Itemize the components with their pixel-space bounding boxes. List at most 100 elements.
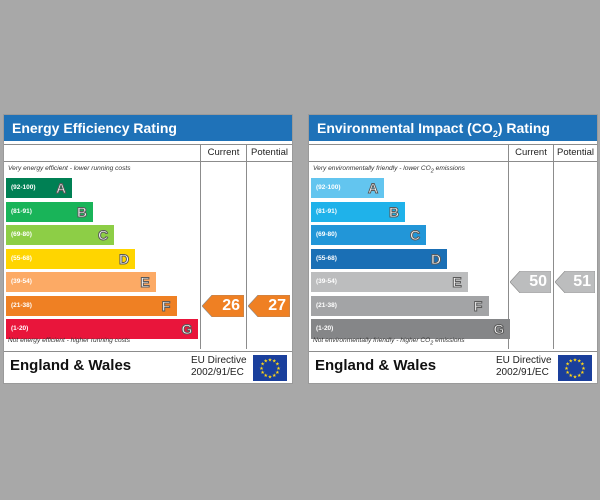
svg-text:★: ★ bbox=[565, 362, 570, 368]
svg-text:★: ★ bbox=[564, 366, 569, 372]
environment-band-letter: C bbox=[409, 227, 421, 244]
svg-text:★: ★ bbox=[275, 362, 280, 368]
environment-footer: England & Wales EU Directive 2002/91/EC … bbox=[309, 351, 597, 384]
environment-potential-rating: 51 bbox=[555, 271, 595, 293]
energy-directive-line1: EU Directive bbox=[191, 355, 247, 366]
environment-band-c: (69-80) C bbox=[311, 225, 426, 245]
svg-text:★: ★ bbox=[260, 362, 265, 368]
energy-band-range: (39-54) bbox=[11, 278, 32, 285]
energy-directive-line2: 2002/91/EC bbox=[191, 367, 244, 378]
energy-col-current: Current bbox=[207, 147, 240, 158]
energy-band-letter: A bbox=[55, 180, 67, 197]
energy-potential-value: 27 bbox=[268, 296, 286, 314]
environment-band-letter: E bbox=[452, 274, 462, 291]
energy-band-letter: B bbox=[76, 203, 88, 220]
svg-text:★: ★ bbox=[264, 358, 269, 364]
svg-text:★: ★ bbox=[577, 358, 582, 364]
environment-directive-line2: 2002/91/EC bbox=[496, 367, 549, 378]
environment-band-range: (39-54) bbox=[316, 278, 337, 285]
environment-col-current: Current bbox=[515, 147, 547, 158]
environment-band-range: (1-20) bbox=[316, 325, 334, 332]
environment-directive-line1: EU Directive bbox=[496, 355, 552, 366]
energy-band-range: (69-80) bbox=[11, 231, 32, 238]
svg-text:★: ★ bbox=[573, 374, 578, 380]
energy-band-letter: F bbox=[161, 297, 171, 314]
environment-potential-value: 51 bbox=[573, 273, 591, 290]
energy-band-a: (92-100) A bbox=[6, 178, 72, 198]
energy-footer: England & Wales EU Directive 2002/91/EC … bbox=[4, 351, 292, 384]
environment-band-e: (39-54) E bbox=[311, 272, 468, 292]
environment-band-range: (92-100) bbox=[316, 184, 341, 191]
svg-text:★: ★ bbox=[276, 366, 281, 372]
environment-grid: Current Potential Very environmentally f… bbox=[309, 144, 597, 349]
svg-text:★: ★ bbox=[565, 370, 570, 376]
environment-directive: EU Directive 2002/91/EC bbox=[496, 355, 552, 379]
svg-text:★: ★ bbox=[580, 370, 585, 376]
energy-region: England & Wales bbox=[10, 357, 132, 374]
environment-band-range: (55-68) bbox=[316, 254, 337, 262]
svg-text:★: ★ bbox=[260, 370, 265, 376]
energy-band-letter: D bbox=[118, 250, 130, 267]
environment-band-letter: D bbox=[430, 250, 442, 267]
svg-text:★: ★ bbox=[259, 366, 264, 372]
svg-text:★: ★ bbox=[569, 373, 574, 379]
energy-band-letter: G bbox=[181, 321, 193, 338]
energy-top-note: Very energy efficient - lower running co… bbox=[8, 165, 131, 172]
environment-col-potential: Potential bbox=[557, 147, 594, 158]
energy-band-range: (21-38) bbox=[11, 301, 32, 309]
energy-band-c: (69-80) C bbox=[6, 225, 114, 245]
energy-band-range: (1-20) bbox=[11, 325, 29, 332]
svg-text:★: ★ bbox=[264, 373, 269, 379]
energy-band-range: (55-68) bbox=[11, 254, 32, 262]
eu-flag-icon: ★ ★ ★ ★ ★ ★ ★ ★ ★ ★ ★ ★ bbox=[253, 355, 287, 381]
environment-band-letter: G bbox=[493, 321, 505, 338]
environmental-impact-panel: Environmental Impact (CO2) Rating Curren… bbox=[308, 114, 598, 384]
environment-band-letter: A bbox=[367, 180, 379, 197]
energy-col-potential: Potential bbox=[251, 147, 288, 158]
environment-band-range: (69-80) bbox=[316, 231, 337, 238]
energy-band-g: (1-20) G bbox=[6, 319, 198, 339]
energy-band-letter: C bbox=[97, 227, 109, 244]
environment-region: England & Wales bbox=[315, 357, 437, 374]
energy-band-range: (81-91) bbox=[11, 207, 32, 215]
svg-text:★: ★ bbox=[272, 358, 277, 364]
energy-current-value: 26 bbox=[222, 296, 240, 314]
energy-band-b: (81-91) B bbox=[6, 201, 93, 222]
energy-band-d: (55-68) D bbox=[6, 248, 135, 269]
energy-grid: Current Potential Very energy efficient … bbox=[4, 144, 292, 349]
environment-current-rating: 50 bbox=[510, 271, 551, 293]
energy-panel-title: Energy Efficiency Rating bbox=[4, 115, 292, 141]
environment-band-b: (81-91) B bbox=[311, 201, 405, 222]
environment-panel-title: Environmental Impact (CO2) Rating bbox=[309, 115, 597, 141]
svg-text:★: ★ bbox=[268, 374, 273, 380]
energy-efficiency-panel: Energy Efficiency Rating Current Potenti… bbox=[3, 114, 293, 384]
energy-band-f: (21-38) F bbox=[6, 295, 177, 316]
environment-bottom-note: Not environmentally friendly - higher CO… bbox=[313, 337, 465, 347]
environment-band-range: (21-38) bbox=[316, 301, 337, 309]
svg-text:★: ★ bbox=[275, 370, 280, 376]
environment-band-d: (55-68) D bbox=[311, 248, 447, 269]
environment-current-value: 50 bbox=[529, 273, 547, 290]
eu-flag-icon: ★ ★ ★ ★ ★ ★ ★ ★ ★ ★ ★ ★ bbox=[558, 355, 592, 381]
energy-directive: EU Directive 2002/91/EC bbox=[191, 355, 247, 379]
energy-bottom-note: Not energy efficient - higher running co… bbox=[8, 337, 131, 344]
environment-top-note: Very environmentally friendly - lower CO… bbox=[313, 165, 465, 175]
energy-potential-rating: 27 bbox=[248, 294, 290, 317]
svg-text:★: ★ bbox=[581, 366, 586, 372]
svg-text:★: ★ bbox=[580, 362, 585, 368]
environment-band-letter: F bbox=[473, 297, 483, 314]
environment-band-letter: B bbox=[388, 203, 400, 220]
svg-text:★: ★ bbox=[577, 373, 582, 379]
environment-band-f: (21-38) F bbox=[311, 295, 489, 316]
svg-text:★: ★ bbox=[268, 357, 273, 363]
energy-band-range: (92-100) bbox=[11, 184, 36, 191]
svg-text:★: ★ bbox=[573, 357, 578, 363]
environment-band-g: (1-20) G bbox=[311, 319, 510, 339]
svg-text:★: ★ bbox=[569, 358, 574, 364]
environment-band-a: (92-100) A bbox=[311, 178, 384, 198]
energy-band-e: (39-54) E bbox=[6, 272, 156, 292]
energy-current-rating: 26 bbox=[202, 294, 244, 317]
svg-text:★: ★ bbox=[272, 373, 277, 379]
energy-band-letter: E bbox=[140, 274, 150, 291]
environment-band-range: (81-91) bbox=[316, 207, 337, 215]
